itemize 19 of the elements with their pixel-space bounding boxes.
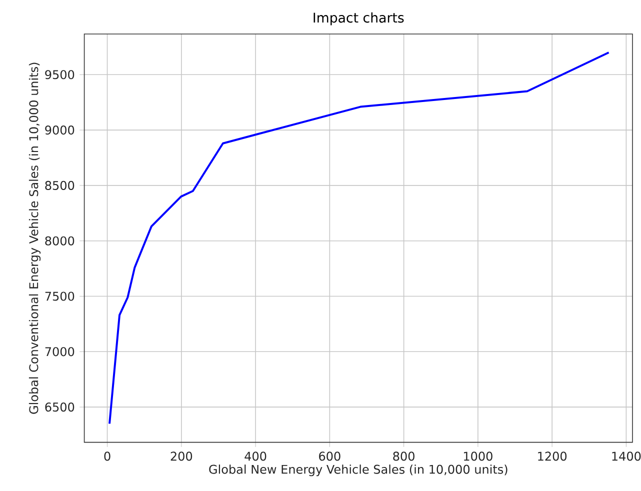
line-series	[108, 51, 610, 425]
y-tick-label: 9500	[45, 70, 74, 80]
x-tick-label: 1200	[538, 452, 567, 461]
x-tick-label: 800	[393, 452, 414, 461]
y-axis-title: Global Conventional Energy Vehicle Sales (in 10,000 units)	[28, 62, 41, 414]
y-tick-label: 7000	[45, 347, 74, 356]
x-tick-label: 200	[170, 452, 192, 461]
y-tick-label: 6500	[45, 402, 74, 412]
y-tick-label: 9000	[45, 126, 74, 135]
x-tick-label: 600	[319, 452, 340, 461]
y-tick-label: 8500	[45, 180, 74, 190]
x-tick-label: 400	[244, 452, 266, 461]
x-tick-label: 1400	[612, 452, 641, 461]
chart-title: Impact charts	[314, 12, 404, 26]
x-tick-label: 1000	[464, 452, 492, 461]
x-axis-title: Global New Energy Vehicle Sales (in 10,000 units)	[209, 464, 508, 476]
y-tick-label: 8000	[45, 236, 74, 246]
y-tick-label: 7500	[45, 292, 74, 301]
x-tick-label: 0	[104, 452, 110, 461]
